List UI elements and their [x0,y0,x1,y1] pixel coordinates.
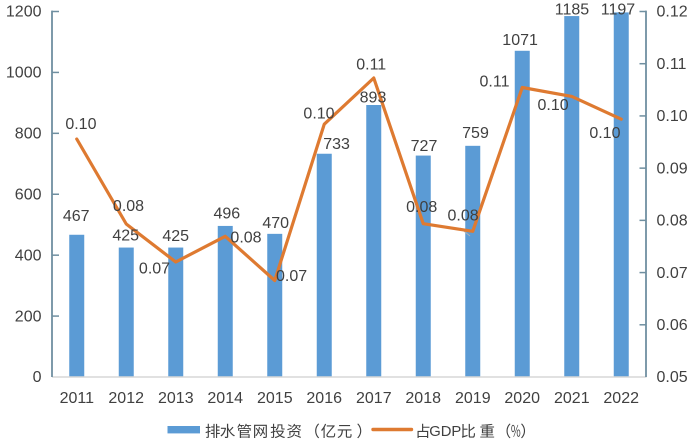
svg-text:0: 0 [33,369,42,386]
svg-text:0.10: 0.10 [657,108,688,125]
svg-text:2021: 2021 [554,390,590,407]
svg-text:2015: 2015 [257,390,293,407]
svg-text:0.05: 0.05 [657,369,688,386]
svg-text:400: 400 [15,247,42,264]
svg-text:0.08: 0.08 [448,208,479,225]
svg-text:0.07: 0.07 [139,261,170,278]
svg-text:2011: 2011 [60,390,95,407]
svg-text:0.08: 0.08 [406,199,437,216]
svg-text:2012: 2012 [108,390,144,407]
svg-text:0.08: 0.08 [657,213,688,230]
svg-text:0.11: 0.11 [356,57,386,74]
svg-text:0.07: 0.07 [276,268,307,285]
svg-text:0.10: 0.10 [538,97,569,114]
svg-text:0.08: 0.08 [230,230,261,247]
svg-text:2019: 2019 [455,390,491,407]
svg-text:425: 425 [112,228,139,245]
svg-text:0.12: 0.12 [657,4,688,21]
svg-text:0.09: 0.09 [657,160,688,177]
svg-text:0.10: 0.10 [303,106,334,123]
svg-text:200: 200 [15,308,42,325]
svg-text:2018: 2018 [405,390,441,407]
svg-text:1071: 1071 [502,32,538,49]
svg-text:0.06: 0.06 [657,317,688,334]
svg-text:GDP: GDP [429,424,461,440]
svg-text:0.08: 0.08 [113,198,144,215]
svg-text:2020: 2020 [504,390,540,407]
svg-text:759: 759 [462,125,489,142]
svg-text:0.07: 0.07 [657,265,688,282]
svg-text:733: 733 [323,136,350,153]
svg-text:496: 496 [213,206,240,223]
svg-text:1185: 1185 [555,2,590,19]
svg-text:2016: 2016 [306,390,342,407]
svg-text:0.11: 0.11 [480,74,510,91]
svg-text:470: 470 [262,215,289,232]
svg-text:1000: 1000 [6,65,42,82]
svg-text:0.11: 0.11 [657,56,687,73]
svg-text:467: 467 [63,208,90,225]
svg-text:800: 800 [15,126,42,143]
svg-text:0.10: 0.10 [589,125,620,142]
svg-text:425: 425 [162,228,189,245]
svg-text:2014: 2014 [207,390,243,407]
svg-text:2013: 2013 [158,390,194,407]
svg-text:1200: 1200 [6,4,42,21]
svg-text:893: 893 [360,90,387,107]
svg-text:2017: 2017 [356,390,392,407]
svg-text:0.10: 0.10 [65,116,96,133]
svg-text:600: 600 [15,186,42,203]
svg-text:727: 727 [411,138,438,155]
svg-text:2022: 2022 [603,390,639,407]
svg-text:1197: 1197 [601,1,636,18]
